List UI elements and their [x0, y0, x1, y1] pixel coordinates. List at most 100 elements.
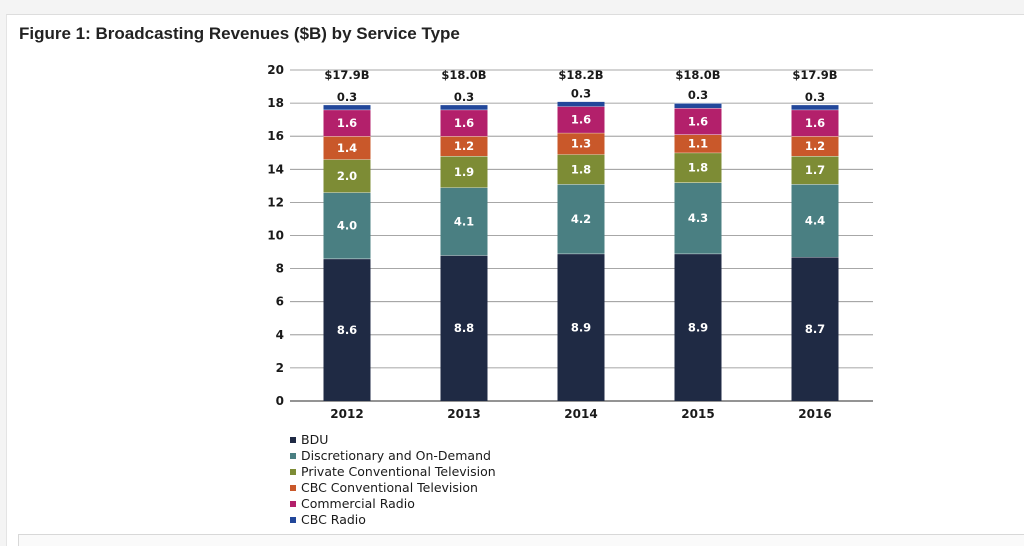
data-label: 8.6: [337, 323, 357, 337]
y-tick-label: 18: [267, 96, 284, 110]
total-label: $17.9B: [792, 68, 837, 82]
bar-segment: [557, 101, 605, 107]
data-label: 4.0: [337, 219, 357, 233]
bar-segment: [791, 257, 839, 401]
data-label: 4.3: [688, 211, 708, 225]
data-label: 0.3: [688, 88, 708, 102]
data-label: 4.1: [454, 214, 474, 228]
y-tick-label: 16: [267, 129, 284, 143]
legend-swatch: [290, 501, 296, 507]
legend-item: Commercial Radio: [290, 496, 496, 512]
legend-swatch: [290, 517, 296, 523]
legend-label: CBC Radio: [301, 512, 366, 527]
bar-segment: [674, 182, 722, 254]
x-tick-label: 2012: [330, 407, 363, 421]
bar-segment: [323, 136, 371, 160]
data-label: 1.1: [688, 137, 708, 151]
bar-segment: [791, 104, 839, 110]
data-label: 1.6: [571, 113, 591, 127]
bar-segment: [440, 136, 488, 157]
data-label: 1.6: [337, 116, 357, 130]
legend-label: CBC Conventional Television: [301, 480, 478, 495]
data-label: 8.9: [571, 320, 591, 334]
bar-segment: [791, 136, 839, 157]
data-label: 1.8: [688, 161, 708, 175]
legend-item: BDU: [290, 432, 496, 448]
bar-segment: [674, 108, 722, 135]
bar-segment: [557, 184, 605, 254]
axes: 0 2 4 6 8 10 12 14 16 18 20 2012 2013 2014 2015 2016: [267, 63, 831, 421]
data-label: 1.2: [805, 139, 825, 153]
legend-swatch: [290, 437, 296, 443]
legend-item: Discretionary and On-Demand: [290, 448, 496, 464]
x-tick-label: 2013: [447, 407, 480, 421]
data-label: 1.6: [805, 116, 825, 130]
total-label: $18.2B: [558, 68, 603, 82]
data-labels: 8.6 4.0 2.0 1.4 1.6 0.3 $17.9B 8.8 4.1 1.9 1.2 1.6 0…: [324, 68, 837, 337]
legend-label: Discretionary and On-Demand: [301, 448, 491, 463]
data-label: 1.7: [805, 163, 825, 177]
bar-segment: [674, 134, 722, 153]
data-label: 0.3: [454, 90, 474, 104]
data-label: 1.3: [571, 137, 591, 151]
legend-item: CBC Radio: [290, 512, 496, 528]
bar-segment: [440, 187, 488, 256]
y-tick-label: 14: [267, 162, 284, 176]
x-tick-label: 2016: [798, 407, 831, 421]
bar-segment: [323, 258, 371, 401]
bar-segment: [791, 109, 839, 137]
legend-item: Private Conventional Television: [290, 464, 496, 480]
data-label: 0.3: [337, 90, 357, 104]
bar-segment: [557, 106, 605, 133]
bar-segment: [323, 109, 371, 137]
legend-swatch: [290, 453, 296, 459]
bar-segment: [674, 103, 722, 109]
y-tick-label: 20: [267, 63, 284, 77]
data-label: 1.8: [571, 162, 591, 176]
legend-label: Private Conventional Television: [301, 464, 496, 479]
data-label: 4.4: [805, 214, 825, 228]
chart-legend: BDU Discretionary and On-Demand Private Co…: [290, 432, 496, 528]
bar-segment: [323, 159, 371, 193]
legend-swatch: [290, 485, 296, 491]
bar-segment: [791, 184, 839, 258]
bar-segment: [557, 154, 605, 185]
bar-segment: [323, 192, 371, 259]
x-tick-label: 2015: [681, 407, 714, 421]
x-tick-label: 2014: [564, 407, 597, 421]
next-panel-edge: [18, 534, 1024, 546]
bar-segment: [674, 152, 722, 183]
bar-segment: [791, 156, 839, 185]
bar-segment: [323, 104, 371, 110]
legend-label: BDU: [301, 432, 329, 447]
bar-segment: [440, 156, 488, 188]
data-label: 8.8: [454, 321, 474, 335]
legend-swatch: [290, 469, 296, 475]
bar-segment: [674, 253, 722, 401]
bar-segment: [557, 253, 605, 401]
data-label: 4.2: [571, 212, 591, 226]
y-tick-label: 2: [276, 361, 284, 375]
data-label: 1.2: [454, 139, 474, 153]
figure-title: Figure 1: Broadcasting Revenues ($B) by …: [19, 24, 460, 43]
data-label: 2.0: [337, 169, 357, 183]
bars: [323, 101, 839, 401]
total-label: $17.9B: [324, 68, 369, 82]
bar-segment: [557, 132, 605, 155]
y-tick-label: 8: [276, 262, 284, 276]
legend-item: CBC Conventional Television: [290, 480, 496, 496]
y-tick-label: 6: [276, 295, 284, 309]
y-tick-label: 0: [276, 394, 284, 408]
legend-label: Commercial Radio: [301, 496, 415, 511]
figure-panel: [6, 14, 1024, 546]
bar-segment: [440, 109, 488, 137]
data-label: 1.4: [337, 141, 357, 155]
y-tick-label: 12: [267, 195, 284, 209]
bar-segment: [440, 104, 488, 110]
data-label: 1.6: [454, 116, 474, 130]
total-label: $18.0B: [675, 68, 720, 82]
data-label: 8.7: [805, 322, 825, 336]
total-label: $18.0B: [441, 68, 486, 82]
data-label: 0.3: [805, 90, 825, 104]
